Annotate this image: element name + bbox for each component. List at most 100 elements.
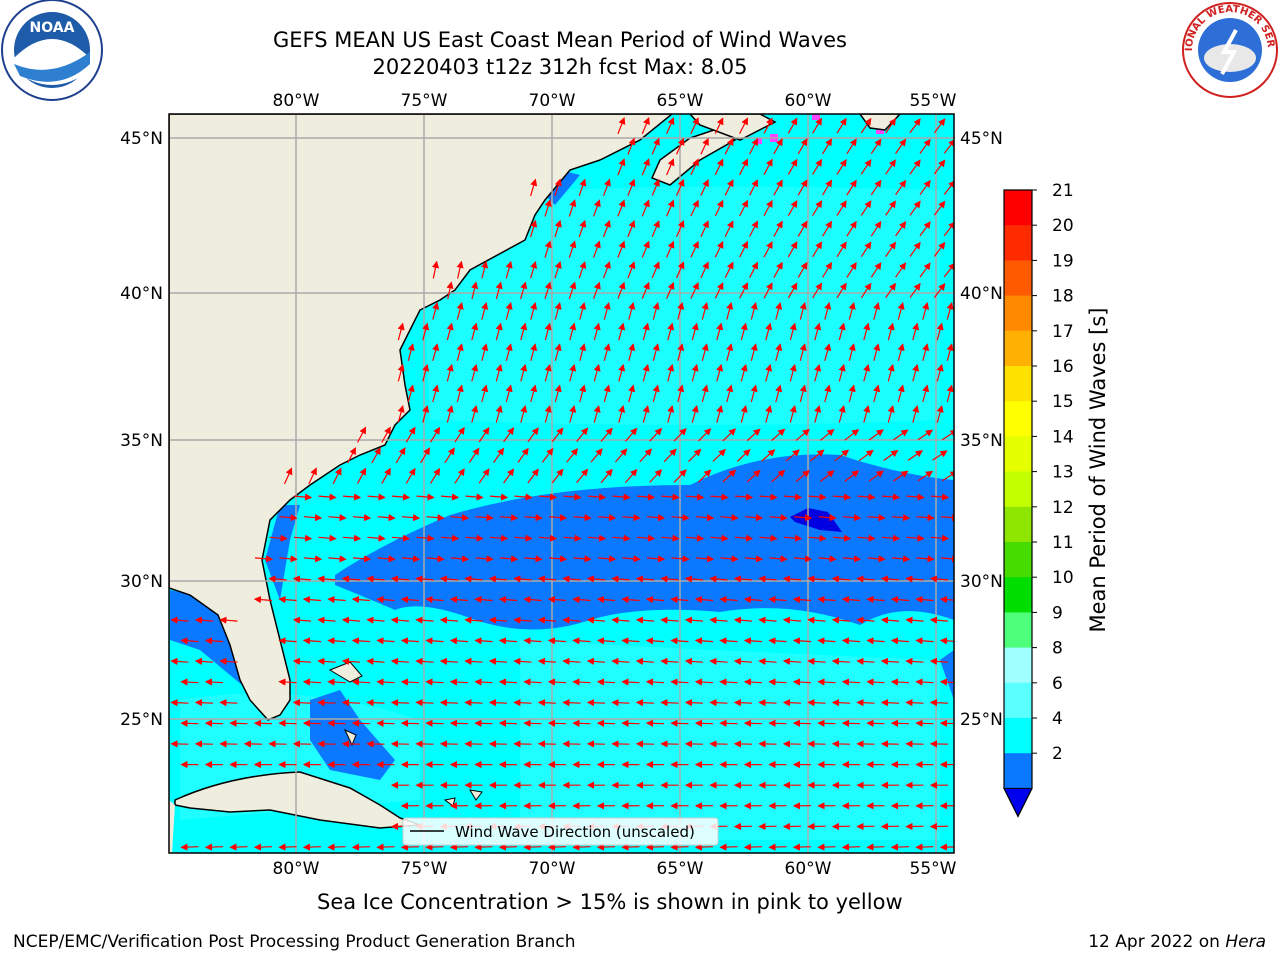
wind-wave-arrow bbox=[844, 470, 860, 482]
wind-wave-arrow bbox=[758, 616, 777, 624]
wind-wave-arrow bbox=[909, 159, 921, 175]
wind-wave-arrow bbox=[783, 534, 803, 542]
wind-wave-arrow bbox=[318, 534, 337, 542]
wind-wave-arrow bbox=[868, 470, 884, 482]
wind-wave-arrow bbox=[514, 534, 533, 542]
wind-wave-arrow bbox=[627, 178, 636, 196]
wind-wave-arrow bbox=[586, 699, 606, 707]
wind-wave-arrow bbox=[292, 657, 312, 666]
wind-wave-arrow bbox=[597, 514, 617, 522]
wind-wave-arrow bbox=[807, 616, 826, 624]
wind-wave-arrow bbox=[341, 575, 361, 583]
wind-wave-arrow bbox=[940, 555, 954, 563]
wind-wave-arrow bbox=[709, 616, 728, 624]
lon-label: 60°W bbox=[785, 859, 832, 879]
wind-wave-arrow bbox=[930, 493, 950, 501]
wind-wave-arrow bbox=[446, 281, 454, 300]
wind-wave-arrow bbox=[733, 657, 753, 666]
wind-wave-arrow bbox=[499, 514, 519, 522]
wind-wave-arrow bbox=[194, 699, 214, 707]
wind-wave-arrow bbox=[351, 843, 371, 851]
wind-wave-arrow bbox=[602, 178, 611, 197]
wind-wave-arrow bbox=[709, 575, 728, 583]
wind-wave-arrow bbox=[863, 405, 871, 423]
wind-wave-arrow bbox=[495, 363, 503, 382]
chart-subtitle-forecast: 20220403 t12z 312h fcst Max: 8.05 bbox=[372, 55, 748, 79]
wind-wave-arrow bbox=[691, 322, 699, 341]
wind-wave-arrow bbox=[474, 719, 493, 727]
wind-wave-arrow bbox=[449, 719, 469, 727]
colorbar-tick-label: 4 bbox=[1052, 709, 1063, 729]
wind-wave-arrow bbox=[763, 282, 773, 299]
wind-wave-arrow bbox=[891, 514, 911, 522]
colorbar-segment bbox=[1004, 260, 1032, 297]
wind-wave-arrow bbox=[905, 657, 924, 666]
colorbar-tick-label: 15 bbox=[1052, 392, 1074, 412]
wind-wave-arrow bbox=[685, 493, 705, 501]
wind-wave-arrow bbox=[749, 220, 758, 237]
wind-wave-arrow bbox=[897, 302, 905, 320]
wind-wave-arrow bbox=[750, 302, 758, 320]
wind-wave-arrow bbox=[356, 467, 367, 484]
wind-wave-arrow bbox=[812, 282, 823, 299]
wind-wave-arrow bbox=[836, 200, 847, 216]
wind-wave-arrow bbox=[763, 199, 773, 217]
wind-wave-arrow bbox=[675, 261, 685, 279]
svg-text:NOAA: NOAA bbox=[30, 20, 75, 36]
wind-wave-arrow bbox=[939, 637, 954, 645]
wind-wave-arrow bbox=[342, 493, 362, 501]
wind-wave-arrow bbox=[505, 302, 513, 320]
wind-wave-arrow bbox=[628, 343, 636, 361]
wind-wave-arrow bbox=[488, 575, 508, 583]
wind-wave-arrow bbox=[254, 555, 274, 563]
wind-wave-arrow bbox=[857, 534, 876, 542]
wind-wave-arrow bbox=[733, 575, 753, 583]
wind-wave-arrow bbox=[915, 843, 934, 851]
wind-wave-arrow bbox=[400, 596, 420, 604]
wind-wave-arrow bbox=[513, 616, 532, 624]
wind-wave-arrow bbox=[836, 117, 847, 134]
wind-wave-arrow bbox=[520, 405, 528, 423]
wind-wave-arrow bbox=[783, 493, 803, 501]
wind-wave-arrow bbox=[547, 678, 567, 686]
wind-wave-arrow bbox=[905, 699, 924, 707]
wind-wave-arrow bbox=[887, 405, 895, 423]
wind-wave-arrow bbox=[870, 179, 882, 196]
wind-wave-arrow bbox=[342, 534, 362, 542]
wind-wave-arrow bbox=[292, 616, 312, 624]
wind-wave-arrow bbox=[856, 699, 875, 707]
wind-wave-arrow bbox=[547, 719, 567, 727]
lon-label: 65°W bbox=[657, 859, 704, 879]
wind-wave-arrow bbox=[514, 493, 533, 501]
wind-wave-arrow bbox=[569, 363, 577, 382]
wind-wave-arrow bbox=[454, 468, 465, 484]
wind-wave-arrow bbox=[475, 555, 494, 563]
wind-wave-arrow bbox=[541, 447, 554, 463]
wind-wave-arrow bbox=[422, 322, 430, 341]
wind-wave-arrow bbox=[415, 657, 434, 666]
wind-wave-arrow bbox=[761, 449, 776, 462]
wind-wave-arrow bbox=[381, 426, 391, 443]
wind-wave-arrow bbox=[842, 514, 862, 522]
wind-wave-arrow bbox=[617, 281, 626, 299]
wind-wave-arrow bbox=[572, 637, 591, 645]
wind-wave-arrow bbox=[602, 261, 611, 279]
wind-wave-arrow bbox=[481, 343, 489, 361]
wind-wave-arrow bbox=[812, 158, 823, 175]
wind-wave-arrow bbox=[895, 221, 907, 237]
wind-wave-arrow bbox=[763, 117, 773, 134]
wind-wave-arrow bbox=[641, 116, 650, 135]
wind-wave-arrow bbox=[677, 302, 685, 320]
wind-wave-arrow bbox=[698, 469, 712, 483]
wind-wave-arrow bbox=[563, 493, 582, 501]
wind-wave-arrow bbox=[710, 534, 729, 542]
wind-wave-arrow bbox=[917, 470, 934, 482]
wind-wave-arrow bbox=[498, 637, 518, 645]
wind-wave-arrow bbox=[716, 405, 724, 423]
wind-wave-arrow bbox=[621, 843, 640, 851]
wind-wave-arrow bbox=[880, 575, 900, 583]
wind-wave-arrow bbox=[618, 322, 626, 341]
wind-wave-arrow bbox=[939, 719, 954, 727]
wind-wave-arrow bbox=[831, 699, 851, 707]
wind-wave-arrow bbox=[475, 514, 494, 522]
